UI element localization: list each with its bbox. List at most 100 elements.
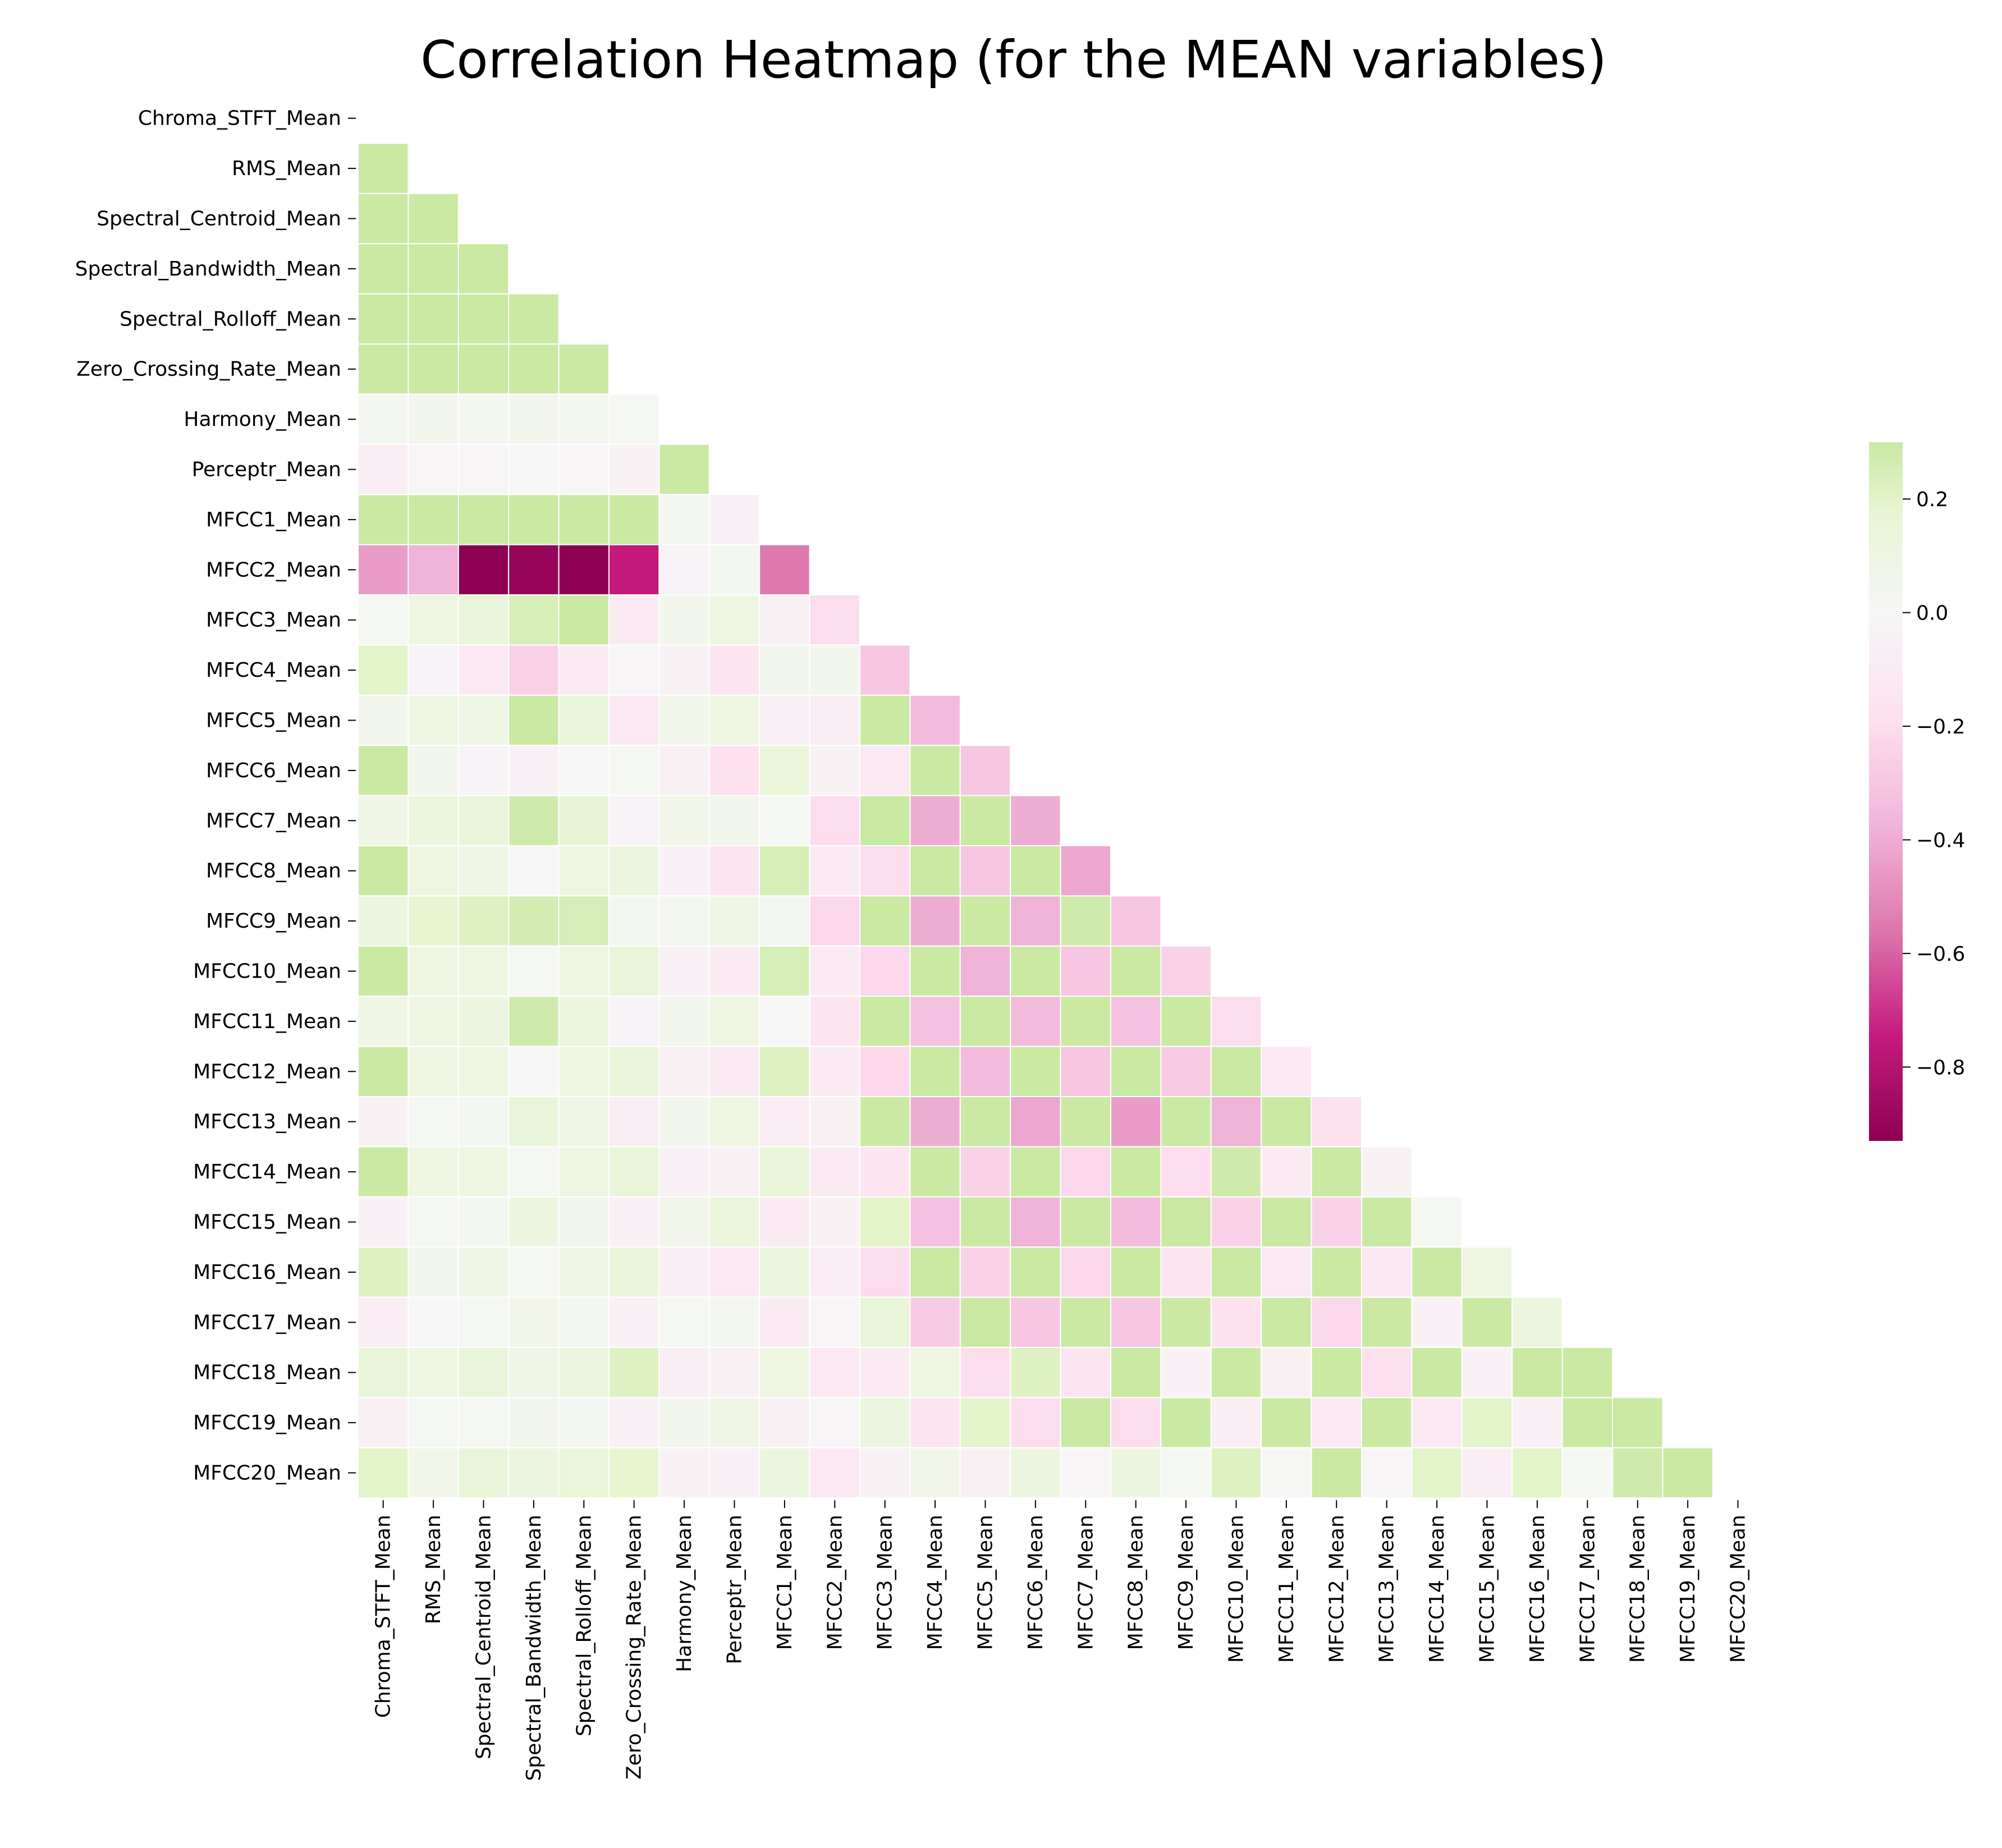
- heatmap-cell-25-11: [909, 1347, 961, 1398]
- x-tick-label: MFCC8_Mean: [1125, 1515, 1148, 1650]
- heatmap-cell-27-25: [1612, 1447, 1664, 1499]
- heatmap-cell-26-2: [457, 1397, 510, 1448]
- heatmap-cell-18-4: [558, 996, 610, 1047]
- heatmap-cell-24-16: [1160, 1296, 1212, 1349]
- heatmap-cell-15-6: [658, 845, 710, 897]
- heatmap-cell-8-4: [558, 494, 610, 545]
- heatmap-cell-20-8: [759, 1096, 810, 1148]
- heatmap-cell-13-5: [608, 745, 660, 796]
- heatmap-cell-26-4: [558, 1397, 610, 1448]
- heatmap-cell-25-2: [457, 1347, 510, 1398]
- heatmap-cell-19-6: [658, 1045, 710, 1097]
- heatmap-cell-11-5: [608, 644, 660, 696]
- y-tick-label: RMS_Mean: [232, 157, 341, 180]
- y-tick-label: MFCC17_Mean: [193, 1311, 341, 1334]
- heatmap-cell-10-4: [558, 594, 610, 646]
- heatmap-cell-24-3: [508, 1296, 560, 1349]
- heatmap-cell-15-3: [508, 845, 560, 897]
- heatmap-cell-4-3: [508, 293, 560, 345]
- heatmap-cell-26-0: [358, 1397, 409, 1448]
- heatmap-cell-23-18: [1261, 1246, 1312, 1298]
- heatmap-cell-18-16: [1160, 996, 1212, 1047]
- heatmap-cell-15-8: [759, 845, 810, 897]
- heatmap-cell-24-14: [1060, 1296, 1111, 1349]
- y-tick-label: MFCC8_Mean: [206, 860, 341, 883]
- y-tick-label: Chroma_STFT_Mean: [138, 107, 341, 130]
- y-axis-tick-labels: Chroma_STFT_Mean RMS_Mean Spectral_Centroi…: [75, 107, 356, 1485]
- heatmap-cell-26-22: [1461, 1397, 1513, 1448]
- heatmap-cell-22-6: [658, 1196, 710, 1248]
- heatmap-cell-23-10: [859, 1246, 911, 1298]
- y-tick-label: MFCC13_Mean: [193, 1111, 341, 1134]
- heatmap-cell-18-11: [909, 996, 961, 1047]
- colorbar-tick-label: −0.8: [1916, 1056, 1965, 1079]
- heatmap-cell-24-8: [759, 1296, 810, 1349]
- heatmap-cell-22-15: [1110, 1196, 1162, 1248]
- heatmap-cell-21-7: [708, 1146, 761, 1198]
- heatmap-cell-24-11: [909, 1296, 961, 1349]
- heatmap-cell-5-3: [508, 343, 560, 395]
- y-tick-label: MFCC2_Mean: [206, 558, 341, 581]
- heatmap-cell-25-13: [1010, 1347, 1061, 1398]
- heatmap-cell-13-7: [708, 745, 761, 796]
- heatmap-cell-6-3: [508, 393, 560, 445]
- heatmap-cell-19-17: [1210, 1045, 1262, 1097]
- heatmap-cell-15-12: [959, 845, 1011, 897]
- heatmap-cell-13-10: [859, 745, 911, 796]
- heatmap-cell-17-4: [558, 945, 610, 997]
- colorbar-tick-label: −0.4: [1916, 829, 1965, 852]
- heatmap-cell-23-17: [1210, 1246, 1262, 1298]
- heatmap-cell-12-1: [407, 694, 459, 746]
- heatmap-cell-22-10: [859, 1196, 911, 1248]
- heatmap-cell-25-10: [859, 1347, 911, 1398]
- heatmap-cell-18-3: [508, 996, 560, 1047]
- heatmap-cell-7-4: [558, 443, 610, 496]
- y-tick-label: Spectral_Rolloff_Mean: [120, 308, 341, 331]
- heatmap-cell-21-3: [508, 1146, 560, 1198]
- heatmap-cell-13-6: [658, 745, 710, 796]
- heatmap-cell-5-1: [407, 343, 459, 395]
- heatmap-cell-24-6: [658, 1296, 710, 1349]
- heatmap-cell-19-5: [608, 1045, 660, 1097]
- heatmap-cell-24-7: [708, 1296, 761, 1349]
- heatmap-cell-15-7: [708, 845, 761, 897]
- heatmap-cell-27-15: [1110, 1447, 1162, 1499]
- x-tick-label: Spectral_Bandwidth_Mean: [523, 1515, 546, 1781]
- heatmap-cell-13-9: [809, 745, 860, 796]
- heatmap-cell-18-7: [708, 996, 761, 1047]
- heatmap-cell-8-5: [608, 494, 660, 545]
- heatmap-cell-25-8: [759, 1347, 810, 1398]
- x-tick-label: MFCC10_Mean: [1225, 1515, 1248, 1663]
- heatmap-cell-17-0: [358, 945, 409, 997]
- heatmap-cell-20-2: [457, 1096, 510, 1148]
- heatmap-cell-24-12: [959, 1296, 1011, 1349]
- heatmap-cell-20-16: [1160, 1096, 1212, 1148]
- heatmap-cell-5-0: [358, 343, 409, 395]
- heatmap-cell-15-14: [1060, 845, 1111, 897]
- heatmap-cell-27-3: [508, 1447, 560, 1499]
- heatmap-cell-14-7: [708, 795, 761, 846]
- heatmap-cell-27-12: [959, 1447, 1011, 1499]
- y-tick-label: Spectral_Centroid_Mean: [97, 208, 341, 231]
- heatmap-cell-23-16: [1160, 1246, 1212, 1298]
- heatmap-cell-7-5: [608, 443, 660, 496]
- heatmap-cell-13-3: [508, 745, 560, 796]
- heatmap-cell-16-4: [558, 895, 610, 947]
- colorbar-tick-label: −0.6: [1916, 943, 1965, 966]
- heatmap-cell-26-7: [708, 1397, 761, 1448]
- heatmap-cell-24-17: [1210, 1296, 1262, 1349]
- heatmap-cell-19-7: [708, 1045, 761, 1097]
- heatmap-cell-24-0: [358, 1296, 409, 1349]
- heatmap-cell-11-6: [658, 644, 710, 696]
- heatmap-cell-16-0: [358, 895, 409, 947]
- heatmap-cell-16-3: [508, 895, 560, 947]
- heatmap-cell-25-9: [809, 1347, 860, 1398]
- heatmap-cell-27-24: [1561, 1447, 1614, 1499]
- heatmap-cell-8-1: [407, 494, 459, 545]
- heatmap-cell-26-5: [608, 1397, 660, 1448]
- heatmap-cell-22-16: [1160, 1196, 1212, 1248]
- heatmap-cell-12-9: [809, 694, 860, 746]
- heatmap-cell-25-0: [358, 1347, 409, 1398]
- heatmap-cell-25-16: [1160, 1347, 1212, 1398]
- heatmap-cell-17-8: [759, 945, 810, 997]
